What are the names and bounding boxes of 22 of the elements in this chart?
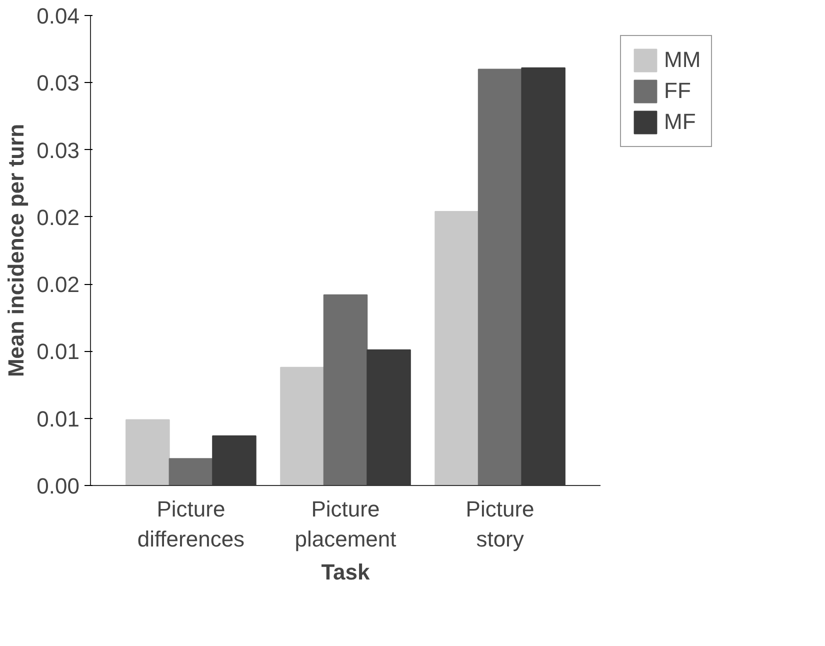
legend-label: FF: [664, 78, 691, 104]
y-tick-label: 0.04: [36, 4, 80, 28]
bar: [323, 294, 368, 486]
x-tick-label: Picture placement: [294, 496, 396, 552]
y-tick-label: 0.02: [36, 204, 80, 230]
y-tick-label: 0.02: [36, 272, 80, 298]
y-tick-label: 0.01: [36, 406, 80, 432]
y-tick-label: 0.03: [36, 70, 80, 96]
bar: [478, 68, 522, 486]
legend-label: MM: [664, 47, 701, 73]
text: 0.00: [36, 474, 80, 498]
y-tick-label: 0.01: [36, 339, 80, 364]
x-tick-label: Picture differences: [137, 496, 245, 552]
bar: [126, 419, 170, 486]
x-tick-label: Picture story: [466, 496, 534, 552]
y-tick-label: 0.03: [36, 138, 80, 163]
legend-label: MF: [664, 109, 696, 135]
bar: [168, 458, 214, 486]
bar: [280, 366, 324, 486]
bar: [434, 211, 479, 486]
y-axis-title: Mean incidence per turn: [4, 124, 29, 378]
x-axis-title: Task: [321, 560, 371, 584]
